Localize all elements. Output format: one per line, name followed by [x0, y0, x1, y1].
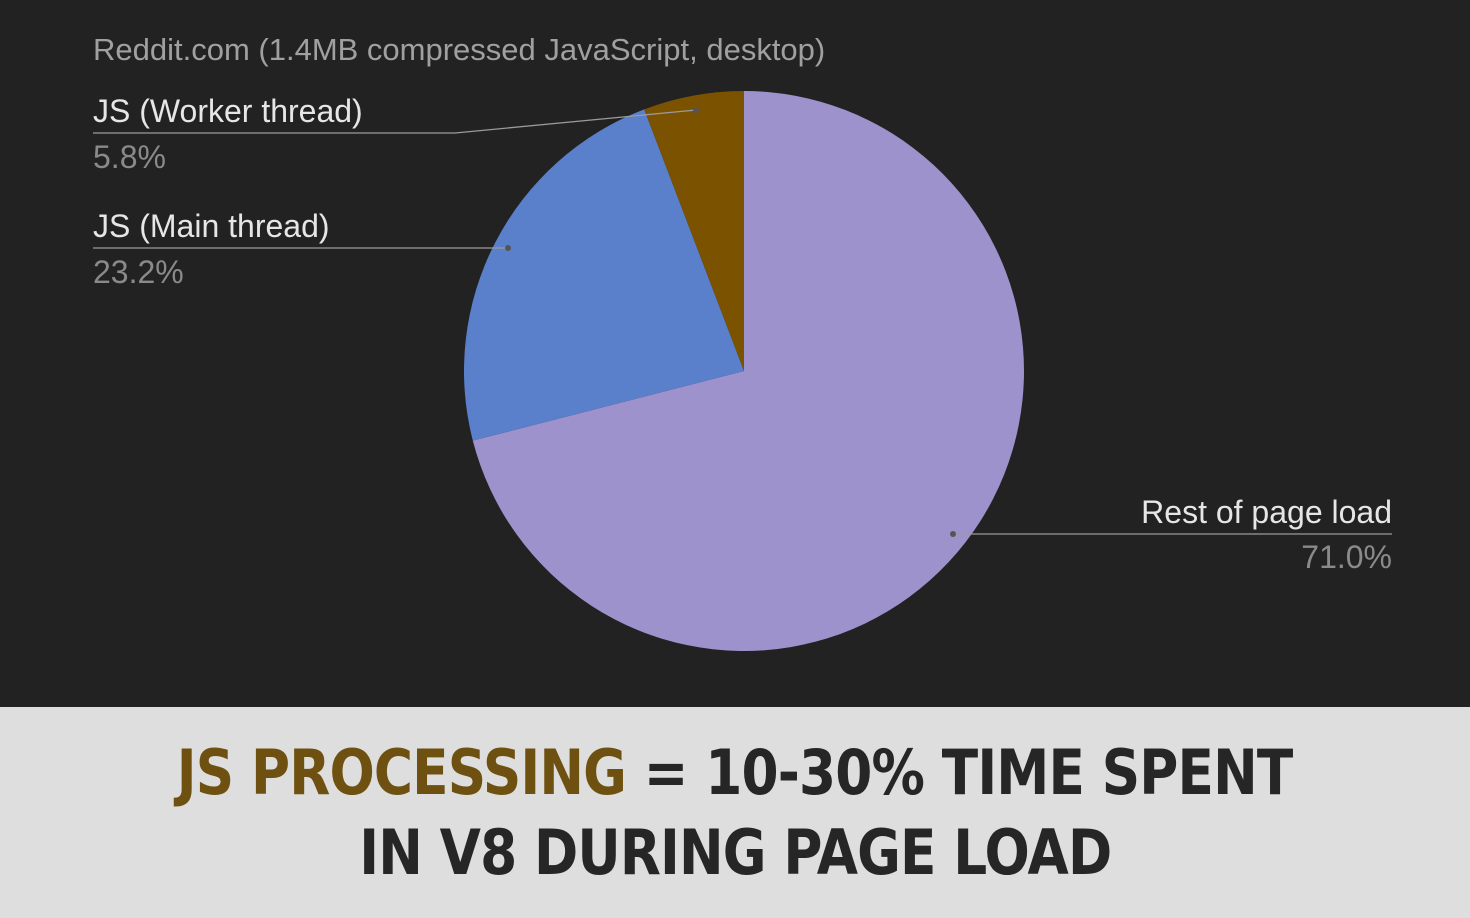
- slice-value-main: 23.2%: [93, 254, 184, 290]
- leader-line-rest-dot: [950, 531, 956, 537]
- slice-value-worker: 5.8%: [93, 139, 166, 175]
- chart-title: Reddit.com (1.4MB compressed JavaScript,…: [93, 32, 825, 67]
- leader-lines: [93, 107, 1392, 537]
- slice-rest-of-page-load: [472, 91, 1024, 651]
- headline-banner: JS PROCESSING = 10-30% TIME SPENT IN V8 …: [0, 707, 1470, 918]
- headline-line-2: IN V8 DURING PAGE LOAD: [358, 815, 1112, 889]
- slice-label-rest: Rest of page load: [1141, 494, 1392, 530]
- headline-rest: = 10-30% TIME SPENT: [626, 735, 1293, 809]
- leader-line-main-dot: [505, 245, 511, 251]
- slice-js-main-thread: [464, 109, 744, 441]
- headline-line-1: JS PROCESSING = 10-30% TIME SPENT: [177, 733, 1293, 813]
- slice-label-worker: JS (Worker thread): [93, 93, 363, 129]
- chart-area: Reddit.com (1.4MB compressed JavaScript,…: [93, 32, 1392, 651]
- slice-js-worker-thread: [644, 91, 744, 371]
- pie-slices: [464, 91, 1024, 651]
- leader-line-worker: [93, 109, 697, 134]
- pie-chart: Reddit.com (1.4MB compressed JavaScript,…: [93, 32, 1392, 651]
- slice-value-rest: 71.0%: [1301, 539, 1392, 575]
- leader-line-worker-dot: [693, 107, 699, 113]
- headline-accent: JS PROCESSING: [177, 735, 627, 809]
- slice-label-main: JS (Main thread): [93, 208, 330, 244]
